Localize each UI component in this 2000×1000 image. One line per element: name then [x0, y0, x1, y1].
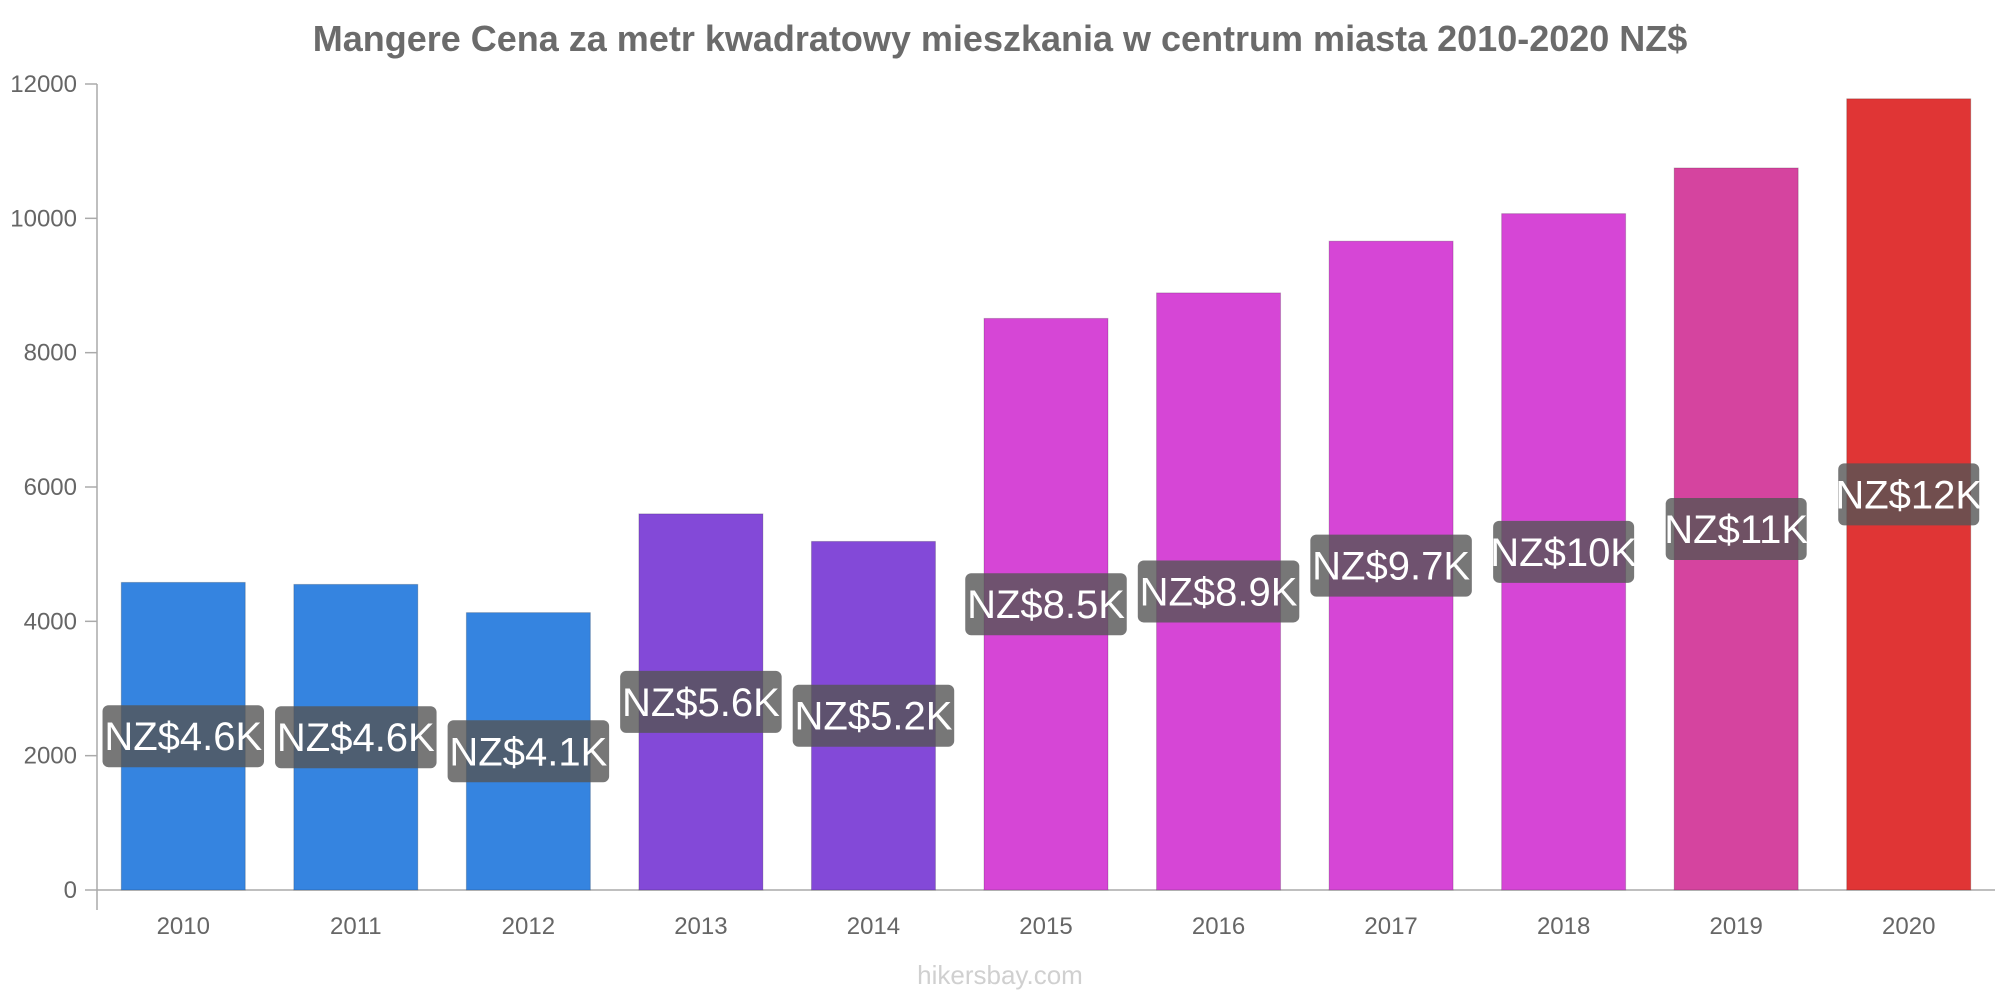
y-tick-label: 6000	[24, 474, 77, 501]
x-tick-label: 2018	[1537, 913, 1590, 940]
watermark: hikersbay.com	[917, 960, 1083, 990]
data-label-text: NZ$8.5K	[967, 583, 1125, 627]
data-label-text: NZ$11K	[1664, 508, 1808, 552]
x-tick-label: 2019	[1709, 913, 1762, 940]
data-labels-group: NZ$4.6K NZ$4.6K NZ$4.1K NZ$5.6K NZ$5.2K NZ$8.…	[102, 463, 1982, 783]
data-label: NZ$9.7K	[1310, 534, 1472, 597]
data-label-box	[1137, 560, 1300, 623]
x-tick-label: 2016	[1192, 913, 1245, 940]
y-tick-label: 8000	[24, 340, 77, 367]
data-label-box	[1310, 534, 1472, 597]
chart-title: Mangere Cena za metr kwadratowy mieszkan…	[312, 18, 1688, 59]
data-label-box	[1838, 463, 1980, 526]
y-tick-label: 4000	[24, 608, 77, 635]
data-label: NZ$8.9K	[1137, 560, 1300, 623]
data-label-text: NZ$4.6K	[104, 715, 262, 759]
data-label-text: NZ$8.9K	[1140, 570, 1298, 614]
x-tick-label: 2017	[1364, 913, 1417, 940]
y-tick-label: 0	[64, 877, 77, 904]
y-axis: 0 2000 4000 6000 8000 10000 12000	[10, 71, 98, 910]
y-tick-label: 12000	[10, 71, 77, 98]
data-label: NZ$4.1K	[447, 720, 610, 783]
data-label-text: NZ$4.6K	[277, 716, 435, 760]
data-label-box	[275, 706, 437, 769]
data-label-text: NZ$5.6K	[622, 681, 780, 725]
data-label-text: NZ$5.2K	[795, 695, 953, 739]
data-label-box	[447, 720, 610, 783]
data-label-box	[1493, 520, 1635, 583]
data-label-text: NZ$4.1K	[449, 730, 607, 774]
data-label-text: NZ$9.7K	[1312, 545, 1470, 589]
data-label: NZ$10K	[1490, 520, 1637, 583]
x-tick-label: 2012	[502, 913, 555, 940]
data-label: NZ$4.6K	[275, 706, 437, 769]
x-tick-label: 2013	[674, 913, 727, 940]
x-tick-label: 2020	[1882, 913, 1935, 940]
data-label: NZ$11K	[1664, 497, 1808, 560]
x-axis: 2010 2011 2012 2013 2014 2015 2016 2017 2018 2019…	[97, 889, 1995, 940]
data-label: NZ$5.6K	[620, 670, 782, 733]
data-label-text: NZ$10K	[1490, 531, 1637, 575]
data-label: NZ$8.5K	[965, 573, 1127, 636]
data-label-box	[965, 573, 1127, 636]
data-label: NZ$12K	[1835, 463, 1982, 526]
x-tick-label: 2014	[847, 913, 900, 940]
x-tick-label: 2015	[1019, 913, 1072, 940]
data-label-box	[792, 684, 955, 747]
bars-group	[120, 98, 1972, 891]
data-label-box	[102, 705, 265, 768]
data-label-box	[620, 670, 782, 733]
data-label-box	[1665, 497, 1807, 560]
y-tick-label: 2000	[24, 743, 77, 770]
data-label: NZ$4.6K	[102, 705, 265, 768]
data-label: NZ$5.2K	[792, 684, 955, 747]
data-label-text: NZ$12K	[1835, 473, 1982, 517]
x-tick-label: 2011	[330, 913, 382, 940]
y-tick-label: 10000	[10, 205, 77, 232]
x-tick-label: 2010	[157, 913, 210, 940]
